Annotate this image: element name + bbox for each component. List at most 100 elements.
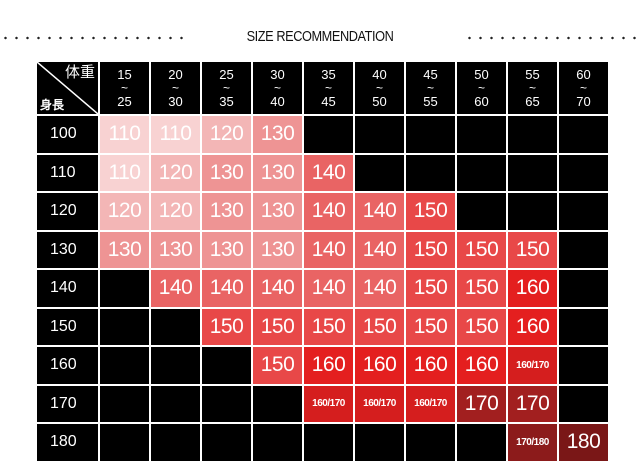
range-separator: ~: [120, 81, 128, 95]
range-separator: ~: [171, 81, 179, 95]
height-label: 身長: [40, 98, 65, 112]
empty-cell: [559, 385, 608, 422]
empty-cell: [100, 347, 149, 384]
empty-cell: [559, 347, 608, 384]
weight-range-to: 45: [321, 94, 336, 109]
weight-range-header: 35 ~45: [304, 62, 353, 114]
height-row-header: 170: [37, 385, 98, 422]
empty-cell: [355, 424, 404, 461]
size-cell: 160: [508, 308, 557, 345]
weight-range-to: 70: [576, 94, 591, 109]
empty-cell: [559, 308, 608, 345]
size-cell: 150: [253, 308, 302, 345]
size-cell: 130: [253, 231, 302, 268]
size-cell: 110: [151, 116, 200, 153]
weight-range-from: 25: [219, 67, 234, 82]
size-cell: 150: [304, 308, 353, 345]
empty-cell: [457, 193, 506, 230]
weight-range-from: 45: [423, 67, 438, 82]
range-separator: ~: [426, 81, 434, 95]
size-cell: 140: [202, 270, 251, 307]
weight-range-to: 30: [168, 94, 183, 109]
empty-cell: [355, 154, 404, 191]
range-separator: ~: [222, 81, 230, 95]
weight-range-header: 20 ~30: [151, 62, 200, 114]
weight-range-from: 15: [117, 67, 132, 82]
size-cell: 140: [304, 193, 353, 230]
weight-range-to: 50: [372, 94, 387, 109]
size-cell: 130: [100, 231, 149, 268]
empty-cell: [508, 154, 557, 191]
weight-range-to: 55: [423, 94, 438, 109]
weight-range-header: 40 ~50: [355, 62, 404, 114]
size-cell: 150: [406, 231, 455, 268]
size-cell: 150: [457, 270, 506, 307]
size-cell: 140: [355, 270, 404, 307]
empty-cell: [559, 116, 608, 153]
size-cell: 140: [355, 231, 404, 268]
empty-cell: [559, 231, 608, 268]
weight-range-header: 45 ~55: [406, 62, 455, 114]
empty-cell: [406, 424, 455, 461]
size-cell: 150: [508, 231, 557, 268]
size-cell: 150: [457, 231, 506, 268]
height-row-header: 130: [37, 231, 98, 268]
empty-cell: [202, 424, 251, 461]
weight-range-from: 30: [270, 67, 285, 82]
size-cell: 120: [151, 154, 200, 191]
empty-cell: [508, 193, 557, 230]
empty-cell: [151, 424, 200, 461]
size-cell: 110: [100, 154, 149, 191]
weight-range-header: 50 ~60: [457, 62, 506, 114]
empty-cell: [151, 347, 200, 384]
empty-cell: [253, 424, 302, 461]
weight-range-from: 35: [321, 67, 336, 82]
weight-range-from: 20: [168, 67, 183, 82]
empty-cell: [508, 116, 557, 153]
dotted-divider-right: [464, 36, 640, 40]
size-cell: 130: [253, 116, 302, 153]
weight-range-header: 25 ~35: [202, 62, 251, 114]
weight-range-to: 60: [474, 94, 489, 109]
size-cell: 130: [253, 154, 302, 191]
dotted-divider-left: [0, 36, 188, 40]
size-cell: 160: [508, 270, 557, 307]
size-cell: 150: [406, 270, 455, 307]
weight-range-to: 65: [525, 94, 540, 109]
height-row-header: 120: [37, 193, 98, 230]
size-cell: 170: [457, 385, 506, 422]
size-cell: 150: [355, 308, 404, 345]
empty-cell: [304, 116, 353, 153]
range-separator: ~: [528, 81, 536, 95]
weight-range-header: 55 ~65: [508, 62, 557, 114]
empty-cell: [406, 116, 455, 153]
size-cell: 160: [304, 347, 353, 384]
height-row-header: 150: [37, 308, 98, 345]
height-row-header: 110: [37, 154, 98, 191]
size-cell: 130: [253, 193, 302, 230]
empty-cell: [151, 385, 200, 422]
weight-range-to: 35: [219, 94, 234, 109]
size-cell: 150: [406, 193, 455, 230]
size-cell: 140: [355, 193, 404, 230]
empty-cell: [559, 154, 608, 191]
size-cell: 150: [406, 308, 455, 345]
empty-cell: [253, 385, 302, 422]
size-cell: 160: [406, 347, 455, 384]
empty-cell: [151, 308, 200, 345]
size-cell: 160: [457, 347, 506, 384]
size-cell: 150: [253, 347, 302, 384]
size-cell: 140: [304, 270, 353, 307]
height-row-header: 160: [37, 347, 98, 384]
height-row-header: 100: [37, 116, 98, 153]
size-cell: 130: [151, 231, 200, 268]
size-cell: 170/180: [508, 424, 557, 461]
size-cell: 130: [202, 231, 251, 268]
size-cell: 170: [508, 385, 557, 422]
height-row-header: 180: [37, 424, 98, 461]
size-table: 体重 身長 15 ~25 20 ~30 25 ~35 30 ~40 35 ~45 40 ~50 45 ~5…: [37, 62, 608, 461]
empty-cell: [202, 347, 251, 384]
empty-cell: [100, 385, 149, 422]
weight-range-from: 40: [372, 67, 387, 82]
size-cell: 110: [100, 116, 149, 153]
